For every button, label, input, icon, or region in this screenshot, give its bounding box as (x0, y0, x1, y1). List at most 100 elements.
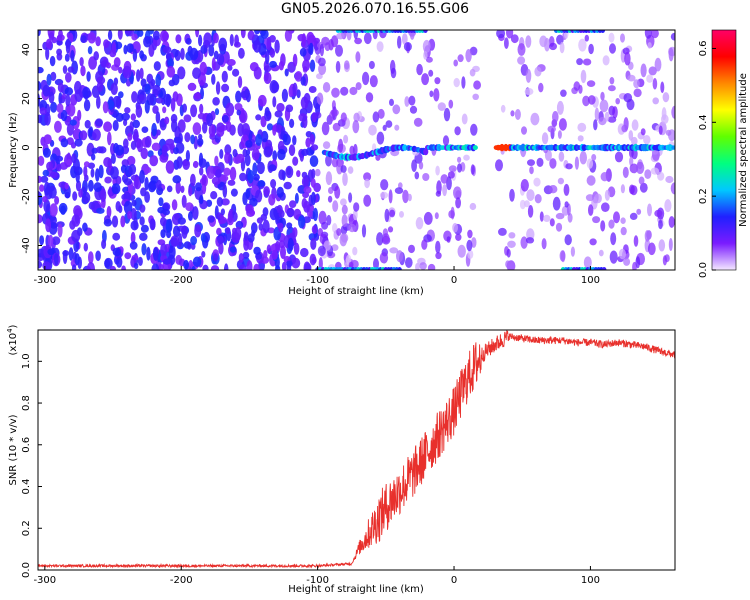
heatmap-cell (289, 118, 295, 128)
heatmap-cell (530, 112, 540, 126)
heatmap-cell (322, 82, 331, 93)
heatmap-cell (124, 30, 132, 35)
heatmap-cell (435, 240, 441, 254)
heatmap-cell (51, 236, 61, 246)
heatmap-cell (631, 119, 639, 131)
heatmap-cell (266, 123, 274, 131)
heatmap-cell (199, 103, 204, 114)
heatmap-cell (256, 161, 265, 175)
heatmap-cell (123, 118, 128, 127)
heatmap-cell (253, 66, 262, 80)
heatmap-cell (435, 165, 440, 176)
heatmap-cell (422, 173, 430, 181)
heatmap-cell (620, 226, 627, 236)
heatmap-cell (139, 169, 145, 184)
snr-x-tick-label: 0 (451, 575, 457, 586)
heatmap-cell (195, 182, 202, 192)
heatmap-cell (519, 199, 526, 210)
heatmap-y-ticks: -40 -20 0 20 40 (21, 43, 42, 254)
heatmap-cell (457, 54, 464, 63)
heatmap-cell (281, 261, 287, 270)
heatmap-cell (210, 265, 220, 270)
heatmap-cell (534, 66, 542, 77)
heatmap-cell (272, 150, 278, 162)
heatmap-cell (593, 119, 598, 131)
heatmap-cell (106, 99, 115, 110)
heatmap-signal-cell (671, 145, 675, 150)
heatmap-cell (251, 148, 260, 161)
heatmap-cell (586, 80, 596, 87)
heatmap-cell (547, 125, 556, 133)
heatmap-cell (224, 144, 232, 155)
heatmap-cell (525, 68, 532, 83)
heatmap-cell (376, 41, 384, 52)
heatmap-cell (382, 124, 387, 131)
heatmap-x-label: Height of straight line (km) (288, 286, 424, 297)
heatmap-cell (169, 143, 175, 151)
heatmap-cell (457, 244, 466, 258)
heatmap-cell (453, 59, 459, 67)
heatmap-cell (288, 144, 296, 156)
heatmap-cell (321, 221, 329, 230)
heatmap-cell (505, 260, 511, 269)
heatmap-cell (353, 30, 359, 40)
heatmap-cell (409, 105, 418, 114)
heatmap-cell (155, 97, 164, 104)
heatmap-cell (187, 242, 192, 250)
heatmap-cell (447, 171, 455, 179)
heatmap-cell (95, 36, 101, 47)
heatmap-cell (60, 138, 69, 148)
heatmap-cell (232, 68, 240, 77)
heatmap-cell (257, 94, 267, 107)
heatmap-cell (507, 240, 516, 248)
heatmap-cell (328, 187, 334, 194)
heatmap-cell (401, 33, 408, 45)
heatmap-cell (104, 176, 112, 184)
heatmap-cell (527, 159, 535, 167)
heatmap-cell (434, 77, 441, 85)
heatmap-cell (389, 209, 396, 218)
heatmap-cell (77, 109, 82, 121)
heatmap-cell (139, 232, 148, 241)
heatmap-cell (115, 112, 124, 122)
heatmap-cell (264, 106, 270, 117)
heatmap-cell (599, 99, 609, 113)
heatmap-cell (143, 36, 152, 48)
heatmap-cell (131, 91, 138, 103)
heatmap-cell (165, 219, 172, 233)
heatmap-cell (583, 256, 592, 269)
heatmap-cell (123, 44, 128, 55)
heatmap-cell (243, 231, 249, 241)
heatmap-cell (539, 211, 544, 222)
heatmap-cell (137, 256, 143, 266)
heatmap-cell (188, 211, 193, 221)
heatmap-cell (347, 166, 354, 174)
heatmap-cell (379, 252, 389, 264)
heatmap-cell (211, 176, 221, 185)
colorbar-tick-label: 0.6 (698, 41, 709, 57)
heatmap-cell (71, 214, 81, 227)
heatmap-cell (100, 188, 107, 202)
heatmap-cell (527, 205, 534, 218)
heatmap-cell (308, 42, 314, 56)
heatmap-cell (508, 232, 516, 239)
heatmap-cell (379, 191, 389, 199)
heatmap-cell (249, 197, 258, 207)
heatmap-cell (91, 153, 96, 161)
heatmap-cell (269, 48, 276, 58)
heatmap-cell (64, 182, 69, 190)
heatmap-cell (560, 89, 567, 97)
heatmap-cell (348, 192, 353, 203)
heatmap-cell (648, 66, 657, 76)
heatmap-cell (318, 257, 323, 270)
heatmap-cell (86, 71, 91, 82)
heatmap-cell (422, 39, 431, 53)
heatmap-cell (42, 196, 48, 203)
heatmap-cell (466, 239, 473, 252)
heatmap-cell (93, 182, 102, 193)
heatmap-cell (594, 107, 600, 122)
heatmap-cell (556, 100, 564, 115)
heatmap-cell (310, 178, 316, 188)
heatmap-cell (211, 57, 216, 71)
heatmap-cell (276, 186, 284, 198)
